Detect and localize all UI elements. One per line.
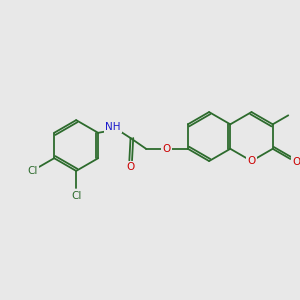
Text: Cl: Cl (28, 166, 38, 176)
Text: O: O (126, 162, 135, 172)
Text: O: O (162, 144, 170, 154)
Text: O: O (292, 157, 300, 167)
Text: O: O (248, 156, 256, 166)
Text: Cl: Cl (71, 191, 81, 201)
Text: NH: NH (106, 122, 121, 132)
